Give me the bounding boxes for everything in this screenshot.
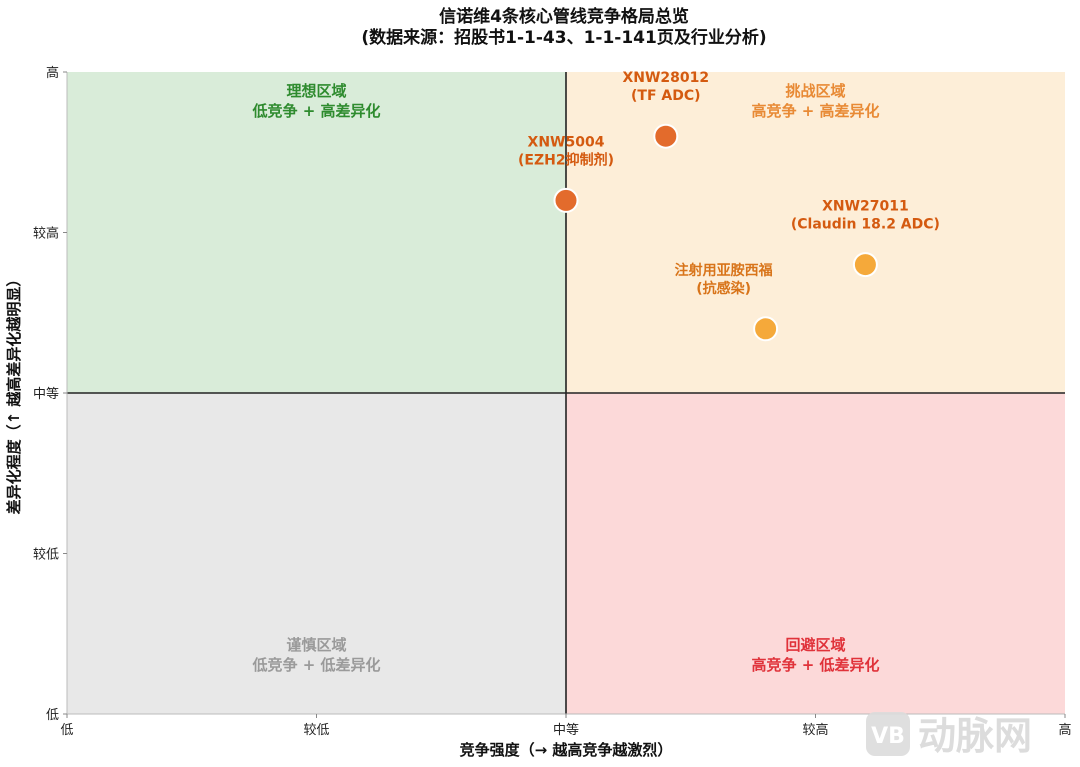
zone-desc-top-right: 高竞争 + 高差异化 (751, 102, 879, 120)
quadrant-layer (67, 72, 1065, 714)
x-axis-label: 竞争强度（→ 越高竞争越激烈） (460, 741, 673, 759)
data-point (852, 252, 878, 278)
zone-desc-top-left: 低竞争 + 高差异化 (251, 102, 380, 120)
watermark-text: 动脉网 (918, 714, 1032, 758)
quadrant-top-right (566, 72, 1065, 393)
axis-layer: 低较低 中等 较高 高低较低中等较高高 (33, 65, 1072, 738)
zone-name-top-left: 理想区域 (286, 82, 346, 100)
x-tick-label: 低 (60, 723, 73, 738)
point-layer (553, 123, 878, 342)
quadrant-bottom-right (566, 393, 1065, 714)
y-tick-label: 较低 (33, 548, 59, 563)
data-point (653, 123, 679, 149)
x-tick-label: 较低 (303, 723, 329, 738)
point-name-label: XNW28012 (622, 70, 709, 86)
quadrant-top-left (67, 72, 566, 393)
y-tick-label: 较高 (33, 226, 59, 242)
y-axis-label: 差异化程度（↑ 越高差异化越明显） (5, 272, 23, 515)
point-note-label: (Claudin 18.2 ADC) (791, 217, 940, 233)
point-note-label: (TF ADC) (631, 88, 701, 104)
zone-name-bottom-left: 谨慎区域 (286, 636, 346, 654)
divider-layer (67, 72, 1065, 714)
watermark-logo-icon (866, 712, 910, 756)
watermark-logo-glyph: VB (871, 724, 905, 749)
zone-desc-bottom-right: 高竞争 + 低差异化 (751, 656, 879, 674)
data-point (553, 187, 579, 213)
x-tick-label: 中等 (553, 722, 579, 738)
chart-subtitle: (数据来源：招股书1-1-43、1-1-141页及行业分析) (361, 27, 766, 48)
chart-title: 信诺维4条核心管线竞争格局总览 (439, 6, 689, 27)
point-note-label: (抗感染) (696, 280, 751, 297)
zone-name-top-right: 挑战区域 (785, 82, 845, 100)
data-point (753, 316, 779, 342)
point-note-label: (EZH2抑制剂) (518, 151, 614, 168)
zone-desc-bottom-left: 低竞争 + 低差异化 (251, 656, 380, 674)
y-tick-label: 中等 (33, 386, 59, 402)
zone-name-bottom-right: 回避区域 (785, 636, 845, 654)
quadrant-bottom-left (67, 393, 566, 714)
point-name-label: XNW5004 (528, 134, 605, 150)
y-tick-label: 高 (46, 65, 59, 81)
watermark: VB 动脉网 (866, 712, 1032, 758)
point-name-label: 注射用亚胺西福 (675, 262, 773, 279)
x-tick-label: 高 (1058, 722, 1071, 738)
point-name-label: XNW27011 (822, 199, 909, 215)
point-label-layer: XNW28012 (TF ADC) XNW5004(EZH2抑制剂) XNW27011… (518, 70, 940, 297)
x-tick-label: 较高 (802, 722, 828, 738)
y-tick-label: 低 (46, 708, 59, 723)
